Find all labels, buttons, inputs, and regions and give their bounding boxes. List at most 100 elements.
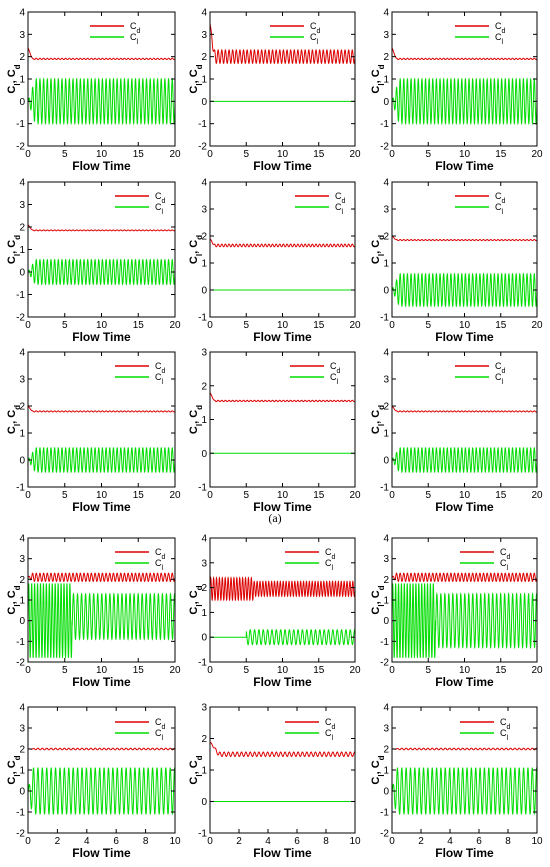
x-tick-label: 20: [169, 320, 181, 331]
y-tick-label: 0: [19, 456, 25, 467]
series-line-cd: [392, 572, 537, 582]
x-tick-label: 5: [62, 149, 68, 160]
y-tick-label: 4: [201, 534, 207, 545]
y-tick-label: 0: [19, 616, 25, 627]
y-tick-label: 3: [19, 200, 25, 211]
y-tick-label: -1: [198, 483, 207, 494]
y-tick-label: -1: [16, 637, 25, 648]
y-axis-label: Cl, Cd: [6, 585, 22, 614]
y-tick-label: 4: [383, 703, 389, 714]
x-tick-label: 0: [207, 490, 213, 501]
x-tick-label: 20: [531, 320, 543, 331]
series-line-cl: [28, 77, 175, 126]
legend-label: Cd: [495, 191, 506, 205]
y-tick-label: -2: [380, 658, 389, 669]
x-tick-label: 10: [96, 149, 108, 160]
legend-label: Cl: [155, 202, 164, 216]
legend-label: Cd: [130, 21, 141, 35]
y-tick-label: 4: [19, 703, 25, 714]
x-tick-label: 5: [62, 665, 68, 676]
y-tick-label: 1: [201, 259, 207, 270]
x-tick-label: 0: [25, 490, 31, 501]
y-tick-label: 0: [19, 268, 25, 279]
y-tick-label: 2: [383, 745, 389, 756]
y-tick-label: 4: [201, 178, 207, 189]
x-tick-label: 0: [25, 320, 31, 331]
y-tick-label: 1: [19, 75, 25, 86]
x-tick-label: 15: [495, 320, 507, 331]
legend-label: Cl: [495, 32, 504, 46]
x-axis-label: Flow Time: [253, 500, 312, 514]
x-tick-label: 0: [25, 149, 31, 160]
y-axis-label: Cl, Cd: [188, 755, 204, 784]
x-tick-label: 10: [277, 665, 289, 676]
legend-label: Cl: [325, 728, 334, 742]
y-axis-label: Cl, Cd: [188, 64, 204, 93]
figure-caption: (a): [268, 511, 281, 525]
y-tick-label: 1: [383, 429, 389, 440]
y-tick-label: 1: [383, 259, 389, 270]
x-tick-label: 20: [531, 665, 543, 676]
x-tick-label: 5: [243, 320, 249, 331]
y-tick-label: -1: [198, 119, 207, 130]
x-tick-label: 10: [96, 665, 108, 676]
y-tick-label: 2: [19, 52, 25, 63]
y-axis-label: Cl, Cd: [6, 405, 22, 434]
x-tick-label: 15: [133, 490, 145, 501]
x-tick-label: 5: [62, 490, 68, 501]
x-tick-label: 10: [277, 320, 289, 331]
y-tick-label: 3: [383, 205, 389, 216]
series-line-cl: [392, 767, 537, 815]
y-axis-label: Cl, Cd: [188, 405, 204, 434]
y-tick-label: -1: [380, 808, 389, 819]
x-tick-label: 15: [313, 149, 325, 160]
y-tick-label: 0: [201, 97, 207, 108]
y-tick-label: -2: [16, 658, 25, 669]
x-axis-label: Flow Time: [72, 500, 131, 514]
y-tick-label: 1: [383, 75, 389, 86]
x-tick-label: 15: [133, 665, 145, 676]
y-tick-label: 0: [383, 787, 389, 798]
y-tick-label: -1: [16, 290, 25, 301]
x-tick-label: 6: [476, 836, 482, 847]
series-line-cd: [392, 235, 537, 242]
y-tick-label: 3: [201, 703, 207, 714]
legend-label: Cd: [310, 21, 321, 35]
x-tick-label: 6: [294, 836, 300, 847]
y-tick-label: 0: [201, 286, 207, 297]
x-axis-label: Flow Time: [253, 330, 312, 344]
x-tick-label: 15: [313, 490, 325, 501]
x-tick-label: 0: [389, 836, 395, 847]
legend-label: Cd: [155, 717, 166, 731]
legend-label: Cl: [310, 32, 319, 46]
x-tick-label: 0: [389, 665, 395, 676]
y-tick-label: 4: [19, 348, 25, 359]
y-tick-label: 0: [383, 286, 389, 297]
y-tick-label: 1: [19, 245, 25, 256]
y-tick-label: 4: [383, 178, 389, 189]
x-tick-label: 15: [313, 665, 325, 676]
x-axis-label: Flow Time: [72, 159, 131, 173]
y-axis-label: Cl, Cd: [370, 235, 386, 264]
series-line-cd: [28, 572, 175, 582]
x-axis-label: Flow Time: [435, 159, 494, 173]
x-tick-label: 10: [96, 490, 108, 501]
x-axis-label: Flow Time: [72, 675, 131, 689]
x-tick-label: 20: [349, 490, 361, 501]
x-tick-label: 15: [133, 149, 145, 160]
x-tick-label: 5: [243, 490, 249, 501]
x-axis-label: Flow Time: [435, 500, 494, 514]
series-line-cd: [392, 47, 537, 61]
y-tick-label: 2: [19, 745, 25, 756]
x-axis-label: Flow Time: [253, 159, 312, 173]
legend-label: Cd: [155, 191, 166, 205]
legend-label: Cd: [495, 361, 506, 375]
y-tick-label: -1: [380, 637, 389, 648]
y-tick-label: 1: [19, 766, 25, 777]
y-tick-label: -1: [198, 313, 207, 324]
